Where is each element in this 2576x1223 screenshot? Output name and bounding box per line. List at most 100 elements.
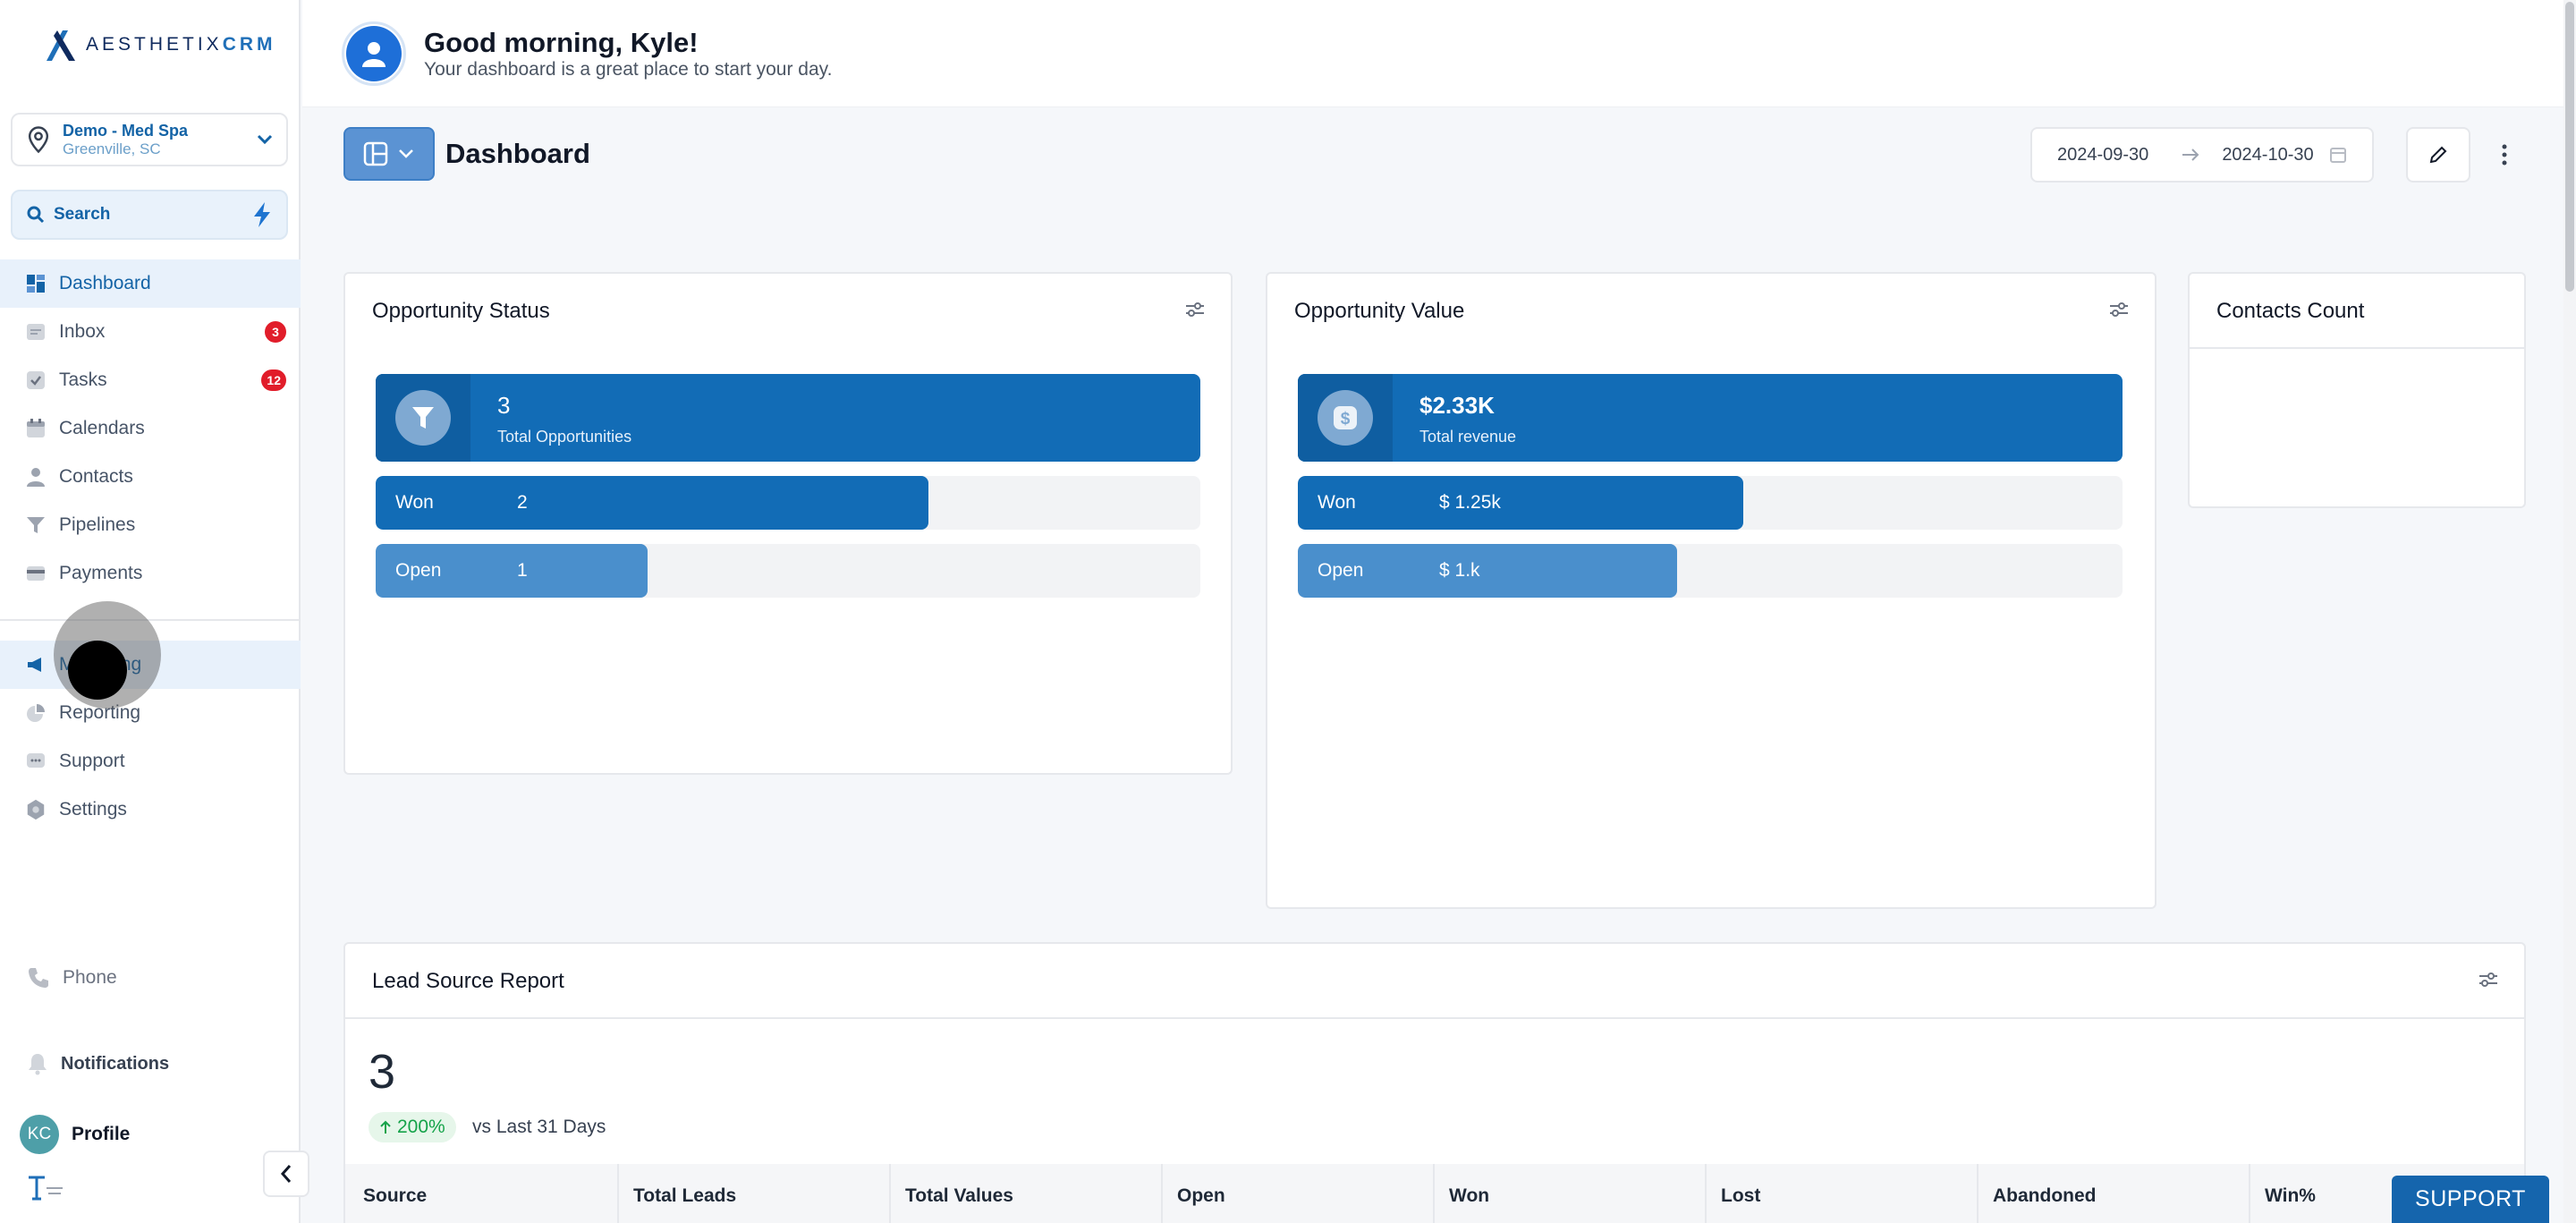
- phone-icon: [27, 966, 50, 989]
- date-end[interactable]: 2024-10-30: [2222, 144, 2314, 165]
- won-opportunities-bar[interactable]: Won 2: [376, 476, 1200, 530]
- open-label: Open: [395, 560, 442, 581]
- won-label: Won: [395, 492, 434, 513]
- filter-settings-icon[interactable]: [1184, 301, 1206, 318]
- total-opportunities-value: 3: [497, 392, 511, 419]
- kebab-menu-icon: [2501, 143, 2508, 166]
- app-logo[interactable]: AESTHETIXCRM: [45, 27, 276, 63]
- greeting-header: Good morning, Kyle! Your dashboard is a …: [302, 0, 2571, 107]
- funnel-icon: [411, 404, 436, 431]
- total-revenue-label: Total revenue: [1419, 428, 1517, 446]
- nav-item-dashboard[interactable]: Dashboard: [0, 259, 301, 308]
- dashboard-switcher-button[interactable]: [343, 127, 435, 181]
- nav-item-pipelines[interactable]: Pipelines: [0, 501, 301, 549]
- column-header[interactable]: Lost: [1721, 1185, 1761, 1206]
- card-divider: [345, 1017, 2524, 1019]
- avatar: KC: [20, 1115, 59, 1154]
- chat-icon: [25, 751, 47, 772]
- open-value: $ 1.k: [1439, 560, 1480, 581]
- sidebar: AESTHETIXCRM Demo - Med Spa Greenville, …: [0, 0, 309, 1223]
- person-icon: [25, 466, 47, 488]
- total-revenue-value: $2.33K: [1419, 392, 1495, 419]
- card-icon: [25, 563, 47, 584]
- phone-button[interactable]: Phone: [27, 966, 117, 989]
- nav-label: Reporting: [59, 702, 141, 723]
- filter-settings-icon[interactable]: [2478, 971, 2499, 989]
- logo-text: AESTHETIXCRM: [86, 34, 276, 55]
- nav-item-calendars[interactable]: Calendars: [0, 404, 301, 453]
- column-header[interactable]: Total Leads: [633, 1185, 737, 1206]
- trend-value: 200%: [397, 1117, 445, 1137]
- calendar-icon: [25, 418, 47, 439]
- column-header[interactable]: Total Values: [905, 1185, 1013, 1206]
- won-label: Won: [1318, 492, 1356, 513]
- open-value: 1: [517, 560, 528, 581]
- main-nav: Dashboard Inbox 3 Tasks 12 Calendars Con…: [0, 259, 301, 598]
- profile-button[interactable]: KC Profile: [20, 1115, 130, 1154]
- lightning-icon[interactable]: [252, 201, 272, 228]
- nav-item-marketing[interactable]: Marketing: [0, 641, 301, 689]
- nav-item-payments[interactable]: Payments: [0, 549, 301, 598]
- dollar-icon: $: [1332, 404, 1359, 431]
- won-fill: [1298, 476, 1743, 530]
- more-options-button[interactable]: [2490, 136, 2519, 174]
- filter-settings-icon[interactable]: [2108, 301, 2130, 318]
- open-opportunities-bar[interactable]: Open 1: [376, 544, 1200, 598]
- nav-label: Pipelines: [59, 514, 136, 535]
- support-button[interactable]: SUPPORT: [2392, 1176, 2549, 1223]
- phone-label: Phone: [63, 967, 117, 988]
- open-revenue-bar[interactable]: Open $ 1.k: [1298, 544, 2123, 598]
- dashboard-icon: [25, 273, 47, 294]
- nav-label: Dashboard: [59, 273, 151, 293]
- page-title: Dashboard: [445, 138, 590, 169]
- column-header[interactable]: Won: [1449, 1185, 1490, 1206]
- date-start[interactable]: 2024-09-30: [2057, 144, 2149, 165]
- location-switcher[interactable]: Demo - Med Spa Greenville, SC: [11, 113, 288, 166]
- won-value: $ 1.25k: [1439, 492, 1501, 513]
- won-fill: [376, 476, 928, 530]
- collapse-sidebar-button[interactable]: [263, 1151, 309, 1197]
- column-header[interactable]: Win%: [2265, 1185, 2316, 1206]
- scrollbar-thumb[interactable]: [2565, 2, 2574, 292]
- nav-item-tasks[interactable]: Tasks 12: [0, 356, 301, 404]
- bell-icon: [27, 1052, 48, 1075]
- profile-label: Profile: [72, 1124, 131, 1144]
- inbox-icon: [25, 321, 47, 343]
- date-range-picker[interactable]: 2024-09-30 2024-10-30: [2030, 127, 2374, 183]
- logo-mark-icon: [47, 30, 75, 61]
- comparison-label: vs Last 31 Days: [472, 1117, 606, 1137]
- chevron-down-icon: [256, 133, 274, 146]
- card-title: Contacts Count: [2216, 299, 2365, 323]
- edit-dashboard-button[interactable]: [2406, 127, 2470, 183]
- greeting-title: Good morning, Kyle!: [424, 27, 699, 58]
- nav-item-reporting[interactable]: Reporting: [0, 689, 301, 737]
- column-header[interactable]: Abandoned: [1993, 1185, 2097, 1206]
- chart-pie-icon: [25, 702, 47, 724]
- won-revenue-bar[interactable]: Won $ 1.25k: [1298, 476, 2123, 530]
- nav-item-contacts[interactable]: Contacts: [0, 453, 301, 501]
- arrow-up-icon: [379, 1120, 392, 1134]
- search-button[interactable]: Search: [11, 190, 288, 240]
- nav-label: Payments: [59, 563, 143, 583]
- column-header[interactable]: Source: [363, 1185, 428, 1206]
- calendar-icon: [2329, 146, 2347, 164]
- location-city: Greenville, SC: [63, 140, 161, 157]
- nav-item-support[interactable]: Support: [0, 737, 301, 786]
- chevron-left-icon: [280, 1164, 292, 1184]
- nav-item-inbox[interactable]: Inbox 3: [0, 308, 301, 356]
- nav-divider: [0, 619, 301, 621]
- nav-label: Contacts: [59, 466, 133, 487]
- chevron-down-icon: [397, 148, 415, 160]
- nav-label: Support: [59, 751, 125, 771]
- nav-item-settings[interactable]: Settings: [0, 786, 301, 834]
- nav-label: Settings: [59, 799, 127, 820]
- total-revenue-bar: $ $2.33K Total revenue: [1298, 374, 2123, 462]
- notifications-button[interactable]: Notifications: [27, 1052, 169, 1075]
- trend-badge: 200%: [369, 1112, 456, 1142]
- user-icon: [359, 38, 389, 69]
- greeting-subtitle: Your dashboard is a great place to start…: [424, 59, 833, 80]
- column-header[interactable]: Open: [1177, 1185, 1225, 1206]
- column-divider: [889, 1164, 891, 1223]
- scrollbar-track[interactable]: [2563, 0, 2576, 1223]
- lead-source-report-card: Lead Source Report 3 200% vs Last 31 Day…: [343, 942, 2526, 1223]
